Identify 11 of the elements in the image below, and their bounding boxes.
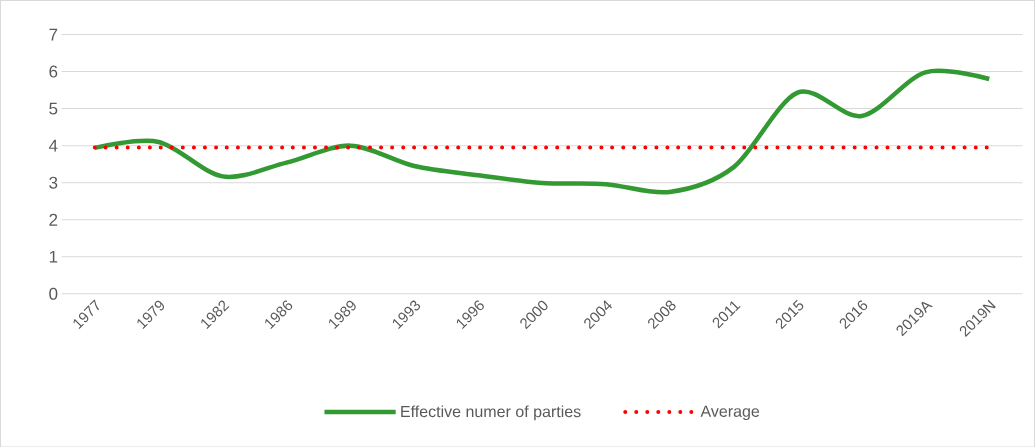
legend-label: Average: [700, 405, 760, 420]
legend-label: Effective numer of parties: [401, 405, 581, 421]
y-tick-label: 0: [49, 287, 58, 300]
y-tick-label: 1: [49, 250, 58, 263]
y-tick-label: 3: [49, 176, 58, 189]
y-tick-label: 6: [49, 65, 58, 78]
line-series: [92, 68, 992, 195]
y-tick-label: 7: [49, 28, 58, 41]
y-tick-label: 5: [49, 102, 58, 115]
y-tick-label: 2: [49, 213, 58, 226]
y-tick-label: 4: [48, 139, 58, 152]
